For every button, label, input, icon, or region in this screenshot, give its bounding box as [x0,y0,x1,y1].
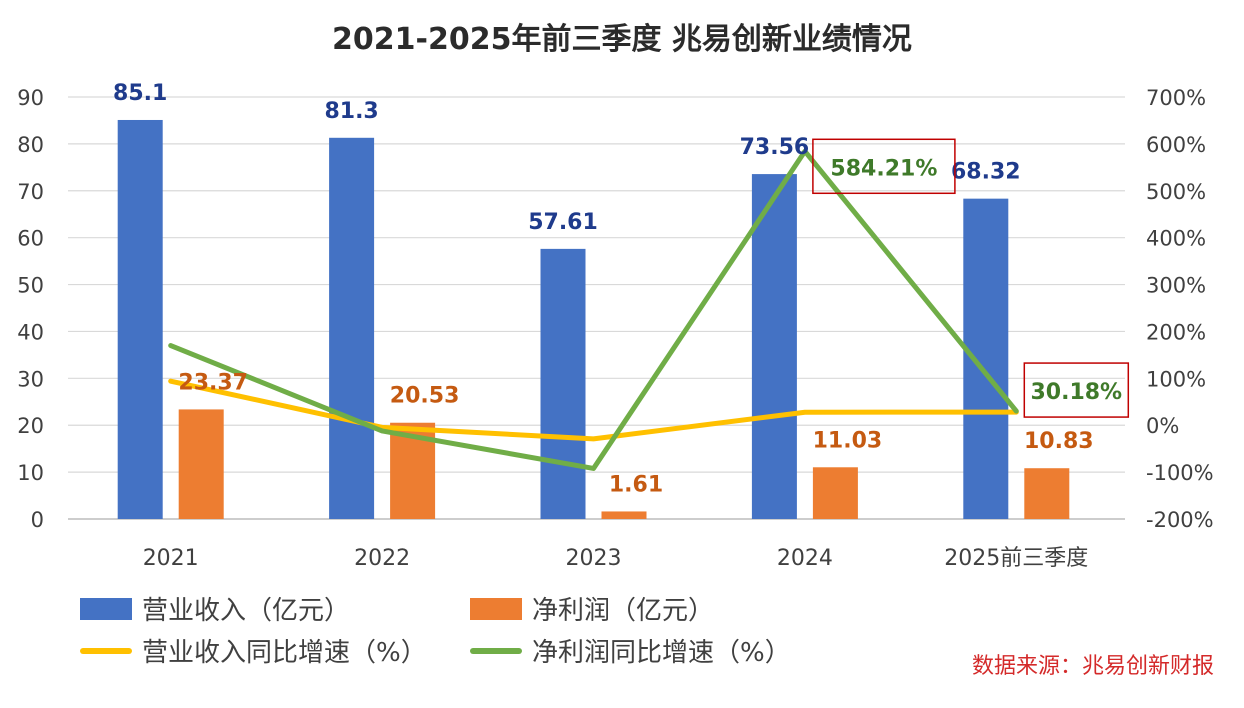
data-label-revenue: 85.1 [113,81,167,106]
left-tick-label: 20 [17,414,44,438]
bar-net-profit [1024,468,1070,519]
x-tick-label: 2024 [777,546,833,571]
bar-revenue [117,119,163,519]
left-tick-label: 60 [17,227,44,251]
data-labels: 85.1 23.37 81.3 20.53 57.61 1.61 73.56 11.03 68.… [113,81,1094,497]
legend-item-net-profit-yoy: 净利润同比增速（%） [470,632,791,669]
legend-item-revenue: 营业收入（亿元） [80,590,350,627]
lines [168,148,1019,471]
legend-swatch-revenue [80,597,132,620]
x-tick-label: 2022 [354,546,410,571]
left-tick-label: 40 [17,320,44,344]
left-tick-label: 0 [31,508,44,532]
legend-swatch-net-profit-yoy [470,647,522,654]
legend-label: 净利润同比增速（%） [532,638,791,668]
data-label-revenue: 73.56 [740,135,810,160]
data-label-net-profit: 1.61 [609,472,663,497]
bar-net-profit [178,409,224,519]
annotation-label: 584.21% [830,156,937,181]
bar-revenue [540,248,586,519]
left-tick-label: 30 [17,367,44,391]
left-tick-label: 90 [17,86,44,110]
bar-net-profit [601,511,647,519]
data-source-note: 数据来源：兆易创新财报 [971,654,1214,679]
left-tick-label: 10 [17,461,44,485]
legend-label: 净利润（亿元） [532,596,715,626]
left-tick-label: 70 [17,180,44,204]
right-axis: -200% -100% 0% 100% 200% 300% 400% 500% 600% 700% [1146,86,1214,532]
legend-label: 营业收入（亿元） [142,596,351,626]
x-tick-label: 2025前三季度 [944,546,1088,571]
right-tick-label: -200% [1146,508,1214,532]
annotation-box [1023,362,1130,418]
legend-label: 营业收入同比增速（%） [142,638,427,668]
x-tick-label: 2023 [566,546,622,571]
data-label-net-profit: 11.03 [813,428,883,453]
legend-swatch-revenue-yoy [80,647,132,654]
data-label-revenue: 57.61 [528,210,598,235]
left-tick-label: 50 [17,274,44,298]
right-tick-label: -100% [1146,461,1214,485]
annotations: 584.21% 30.18% [812,138,1130,418]
legend-item-revenue-yoy: 营业收入同比增速（%） [80,632,427,669]
x-axis: 2021 2022 2023 2024 2025前三季度 [143,546,1089,571]
data-label-net-profit: 20.53 [390,384,460,409]
legend-item-net-profit: 净利润（亿元） [470,590,714,627]
left-axis: 0 10 20 30 40 50 60 70 80 90 [17,86,44,532]
x-tick-label: 2021 [143,546,199,571]
annotation-box [812,138,956,195]
gridlines [68,96,1125,520]
bar-revenue [751,174,797,519]
legend-swatch-net-profit [470,597,522,620]
line-revenue-yoy [168,378,1019,442]
chart-title: 2021-2025年前三季度 兆易创新业绩情况 [332,22,912,57]
data-label-revenue: 81.3 [324,99,378,124]
bar-revenue [963,198,1009,520]
right-tick-label: 0% [1146,414,1179,438]
data-label-net-profit: 23.37 [178,370,248,395]
right-tick-label: 300% [1146,274,1206,298]
right-tick-label: 600% [1146,133,1206,157]
bars [117,119,1070,520]
annotation-label: 30.18% [1030,380,1122,405]
left-tick-label: 80 [17,133,44,157]
right-tick-label: 100% [1146,367,1206,391]
data-label-net-profit: 10.83 [1024,429,1094,454]
line-net-profit-yoy [168,148,1019,471]
right-tick-label: 400% [1146,227,1206,251]
right-tick-label: 500% [1146,180,1206,204]
right-tick-label: 700% [1146,86,1206,110]
bar-net-profit [812,467,858,519]
right-tick-label: 200% [1146,320,1206,344]
data-label-revenue: 68.32 [951,160,1021,185]
bar-revenue [329,137,375,519]
